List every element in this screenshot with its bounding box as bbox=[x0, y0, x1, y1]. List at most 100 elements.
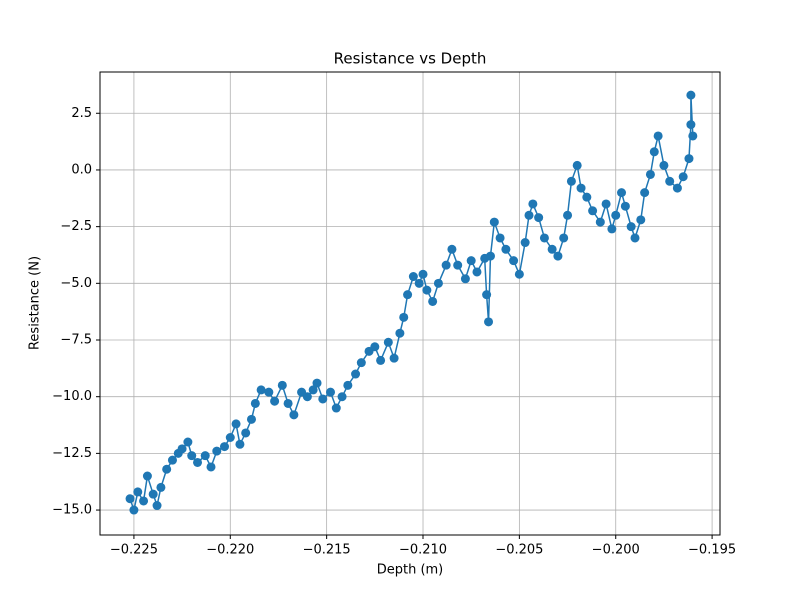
data-point bbox=[256, 385, 266, 395]
data-point bbox=[133, 487, 143, 497]
plot-frame bbox=[99, 71, 721, 536]
x-tick-label: −0.225 bbox=[110, 543, 158, 558]
data-point bbox=[418, 269, 428, 279]
y-tick-label: −2.5 bbox=[60, 219, 92, 234]
x-tick-label: −0.210 bbox=[399, 543, 447, 558]
data-point bbox=[167, 455, 177, 465]
data-point bbox=[235, 439, 245, 449]
data-point bbox=[331, 403, 341, 413]
data-point bbox=[383, 337, 393, 347]
data-point bbox=[472, 267, 482, 277]
data-point bbox=[422, 285, 432, 295]
data-point bbox=[649, 147, 659, 157]
x-tick-label: −0.195 bbox=[688, 543, 736, 558]
data-point bbox=[640, 188, 650, 198]
data-point bbox=[408, 272, 418, 282]
data-point bbox=[485, 251, 495, 261]
data-point bbox=[672, 183, 682, 193]
data-point bbox=[225, 433, 235, 443]
y-tick-label: −7.5 bbox=[60, 333, 92, 348]
data-point bbox=[326, 387, 336, 397]
data-point bbox=[125, 494, 135, 504]
data-point bbox=[129, 505, 139, 515]
x-tick-label: −0.205 bbox=[495, 543, 543, 558]
x-tick-label: −0.220 bbox=[206, 543, 254, 558]
data-point bbox=[489, 217, 499, 227]
data-point bbox=[514, 269, 524, 279]
data-point bbox=[617, 188, 627, 198]
y-tick-label: −12.5 bbox=[52, 446, 92, 461]
data-point bbox=[308, 385, 318, 395]
y-axis-label: Resistance (N) bbox=[28, 256, 43, 350]
data-point bbox=[289, 410, 299, 420]
data-point bbox=[626, 222, 636, 232]
data-point bbox=[534, 213, 544, 223]
data-point bbox=[428, 296, 438, 306]
data-point bbox=[659, 160, 669, 170]
data-point bbox=[501, 244, 511, 254]
data-point bbox=[582, 192, 592, 202]
data-point bbox=[283, 398, 293, 408]
data-point bbox=[187, 451, 197, 461]
data-point bbox=[177, 444, 187, 454]
data-point bbox=[414, 278, 424, 288]
data-point bbox=[220, 442, 230, 452]
data-point bbox=[601, 199, 611, 209]
data-point bbox=[572, 160, 582, 170]
data-point bbox=[206, 462, 216, 472]
data-point bbox=[318, 394, 328, 404]
data-point bbox=[559, 233, 569, 243]
data-point bbox=[148, 489, 158, 499]
data-point bbox=[264, 387, 274, 397]
data-point bbox=[403, 290, 413, 300]
data-point bbox=[356, 358, 366, 368]
data-point bbox=[395, 328, 405, 338]
data-point bbox=[547, 244, 557, 254]
data-point bbox=[576, 183, 586, 193]
data-point bbox=[376, 355, 386, 365]
data-point bbox=[645, 169, 655, 179]
data-point bbox=[566, 176, 576, 186]
data-point bbox=[636, 215, 646, 225]
data-point bbox=[482, 290, 492, 300]
data-point bbox=[193, 457, 203, 467]
data-point bbox=[588, 206, 598, 216]
data-point bbox=[302, 392, 312, 402]
data-point bbox=[684, 154, 694, 164]
data-point bbox=[607, 224, 617, 234]
data-point bbox=[152, 501, 162, 511]
data-point bbox=[484, 317, 494, 327]
data-point bbox=[563, 210, 573, 220]
data-point bbox=[595, 217, 605, 227]
data-point bbox=[312, 378, 322, 388]
data-point bbox=[524, 210, 534, 220]
data-point bbox=[520, 238, 530, 248]
x-tick-label: −0.215 bbox=[303, 543, 351, 558]
data-point bbox=[688, 131, 698, 141]
data-point bbox=[447, 244, 457, 254]
data-point bbox=[200, 451, 210, 461]
data-point bbox=[665, 176, 675, 186]
data-point bbox=[441, 260, 451, 270]
data-point bbox=[389, 353, 399, 363]
y-tick-label: −15.0 bbox=[52, 503, 92, 518]
data-point bbox=[630, 233, 640, 243]
x-tick-label: −0.200 bbox=[592, 543, 640, 558]
chart-title: Resistance vs Depth bbox=[334, 50, 487, 68]
data-point bbox=[433, 278, 443, 288]
data-point bbox=[246, 414, 256, 424]
data-point bbox=[212, 446, 222, 456]
y-tick-label: −5.0 bbox=[60, 276, 92, 291]
data-point bbox=[250, 398, 260, 408]
data-point bbox=[241, 428, 251, 438]
data-point bbox=[539, 233, 549, 243]
data-point bbox=[686, 90, 696, 100]
data-point bbox=[277, 380, 287, 390]
x-axis-label: Depth (m) bbox=[377, 563, 444, 578]
data-point bbox=[495, 233, 505, 243]
data-point bbox=[183, 437, 193, 447]
y-tick-label: 0.0 bbox=[71, 162, 92, 177]
data-point bbox=[343, 380, 353, 390]
data-point bbox=[686, 120, 696, 130]
